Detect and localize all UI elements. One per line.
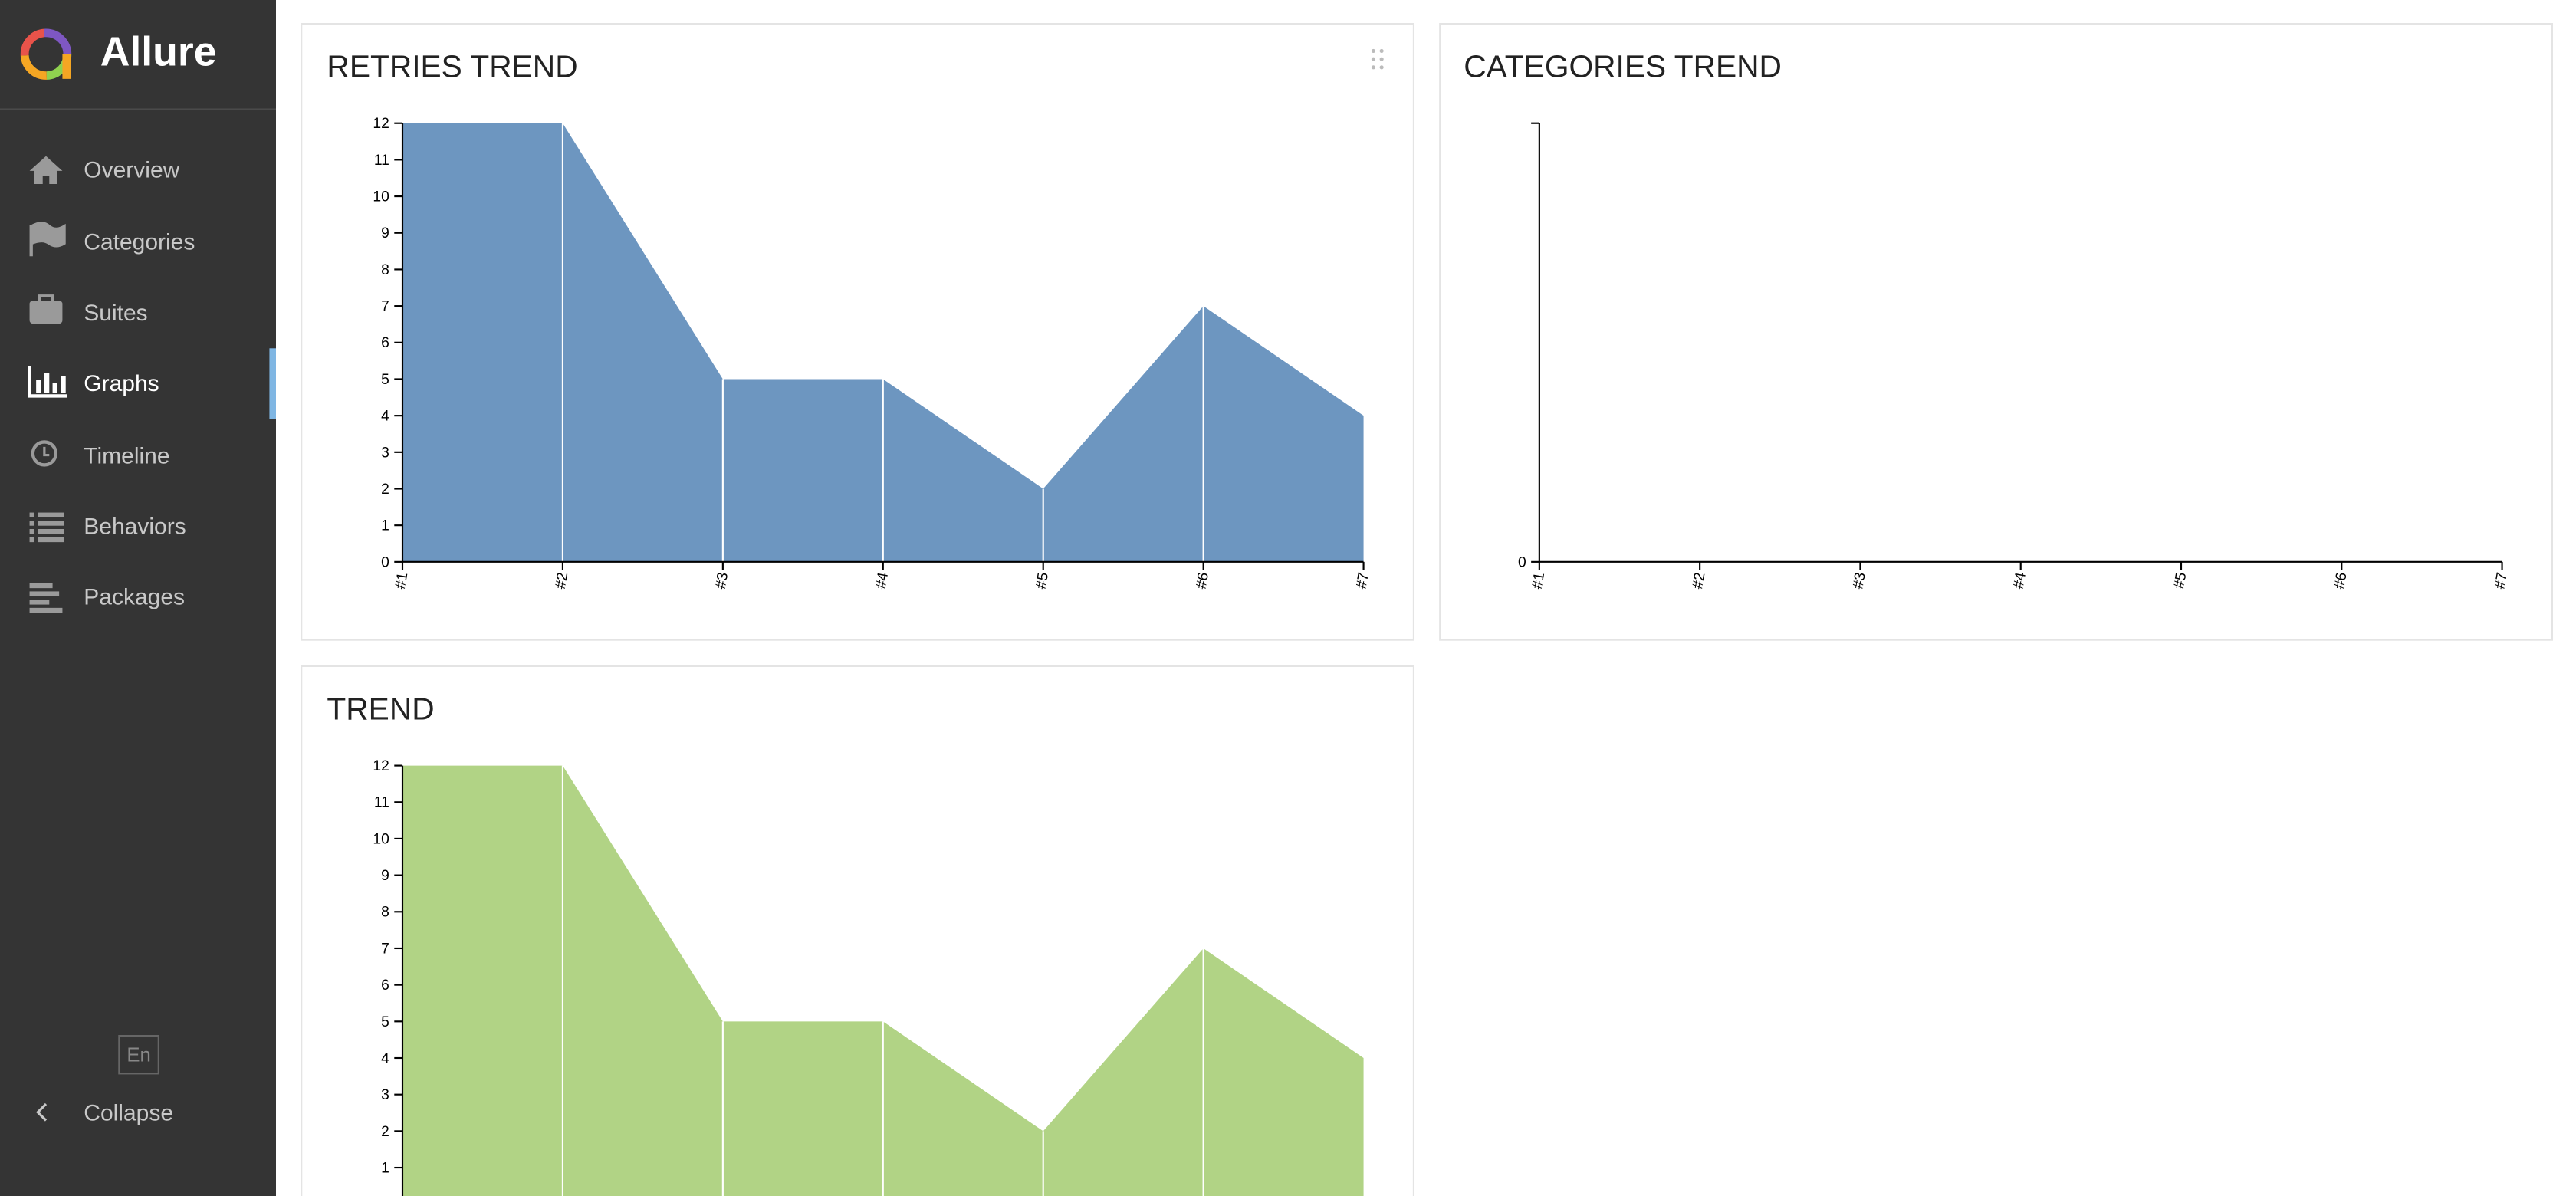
- y-tick-label: 6: [381, 335, 389, 351]
- nav-item[interactable]: Graphs: [84, 370, 159, 396]
- collapse-button[interactable]: Collapse: [84, 1099, 174, 1125]
- y-tick-label: 10: [373, 831, 389, 847]
- panel: [1439, 23, 2553, 641]
- y-tick-label: 3: [381, 445, 389, 461]
- x-tick-label: #5: [2171, 571, 2190, 590]
- y-tick-label: 9: [381, 868, 389, 884]
- y-tick-label: 0: [1518, 554, 1526, 570]
- y-tick-label: 3: [381, 1087, 389, 1103]
- y-tick-label: 11: [374, 153, 389, 169]
- y-tick-label: 5: [381, 372, 389, 388]
- icon-list: [29, 512, 64, 543]
- x-tick-label: #2: [1690, 571, 1708, 590]
- icon-packages: [29, 583, 63, 613]
- active-indicator: [269, 348, 276, 419]
- y-tick-label: 12: [373, 116, 389, 132]
- chart-title: RETRIES TREND: [327, 49, 577, 84]
- x-tick-label: #4: [873, 571, 892, 590]
- nav-item[interactable]: Behaviors: [84, 512, 186, 539]
- collapse-icon: [36, 1102, 48, 1122]
- icon-flag: [29, 222, 66, 257]
- icon-graph: [28, 366, 67, 398]
- y-tick-label: 2: [381, 481, 389, 498]
- area: [402, 123, 1364, 562]
- chart-title: CATEGORIES TREND: [1464, 49, 1782, 84]
- x-tick-label: #3: [1850, 571, 1868, 590]
- logo: [20, 28, 72, 80]
- icon-clock: [31, 440, 58, 467]
- y-tick-label: 7: [381, 941, 389, 957]
- y-tick-label: 2: [381, 1124, 389, 1140]
- nav-item[interactable]: Overview: [84, 156, 180, 182]
- x-tick-label: #4: [2011, 571, 2029, 590]
- x-tick-label: #7: [2492, 571, 2511, 590]
- y-tick-label: 1: [381, 518, 389, 534]
- y-tick-label: 12: [373, 758, 389, 774]
- x-tick-label: #7: [1354, 571, 1372, 590]
- y-tick-label: 1: [381, 1160, 389, 1176]
- sidebar: Allure Overview Categories Suites Graphs Tim…: [0, 0, 276, 1196]
- drag-handle: [1371, 48, 1384, 70]
- y-tick-label: 6: [381, 978, 389, 994]
- divider: [0, 108, 276, 110]
- nav-item[interactable]: Timeline: [84, 442, 170, 468]
- y-tick-label: 8: [381, 262, 389, 278]
- y-tick-label: 7: [381, 299, 389, 315]
- y-tick-label: 11: [374, 795, 389, 811]
- y-tick-label: 4: [381, 409, 389, 425]
- nav-item[interactable]: Packages: [84, 583, 186, 610]
- icon-home: [29, 156, 63, 184]
- y-tick-label: 4: [381, 1050, 389, 1066]
- x-tick-label: #5: [1033, 571, 1052, 590]
- x-tick-label: #6: [2331, 571, 2350, 590]
- brand: Allure: [100, 29, 217, 76]
- y-tick-label: 5: [381, 1014, 389, 1030]
- x-tick-label: #1: [1530, 571, 1548, 590]
- nav-item[interactable]: Categories: [84, 228, 196, 255]
- nav-item[interactable]: Suites: [84, 299, 148, 326]
- nav-icons: [28, 156, 67, 613]
- icon-suitcase: [29, 301, 63, 324]
- x-tick-label: #6: [1194, 571, 1212, 590]
- y-tick-label: 9: [381, 225, 389, 242]
- y-tick-label: 0: [381, 554, 389, 570]
- y-tick-label: 10: [373, 189, 389, 205]
- x-tick-label: #1: [393, 571, 411, 590]
- chart-title: TREND: [327, 692, 434, 727]
- area: [402, 765, 1364, 1196]
- y-tick-label: 8: [381, 905, 389, 921]
- x-tick-label: #2: [553, 571, 571, 590]
- language-button[interactable]: En: [118, 1035, 159, 1075]
- x-tick-label: #3: [713, 571, 731, 590]
